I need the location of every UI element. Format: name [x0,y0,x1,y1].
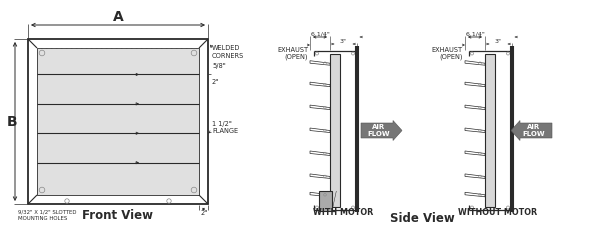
Text: EXHAUST
(OPEN): EXHAUST (OPEN) [432,47,463,60]
Bar [485,55,495,207]
Polygon shape [310,174,330,179]
Text: AIR
FLOW: AIR FLOW [523,123,545,136]
Polygon shape [465,106,485,110]
Text: Side View: Side View [390,211,455,224]
Polygon shape [465,128,485,133]
Bar [37,49,199,195]
Polygon shape [310,83,330,87]
Polygon shape [310,106,330,110]
Polygon shape [465,151,485,156]
Bar [330,55,340,207]
FancyArrow shape [361,121,402,141]
Text: B: B [7,115,17,129]
Text: WELDED
CORNERS: WELDED CORNERS [212,45,244,58]
Text: 2": 2" [212,79,219,85]
Text: 6 1/4": 6 1/4" [311,32,329,37]
Text: WITHOUT MOTOR: WITHOUT MOTOR [458,207,538,216]
Polygon shape [310,192,330,197]
Polygon shape [465,83,485,87]
Text: EXHAUST
(OPEN): EXHAUST (OPEN) [277,47,308,60]
Text: 3": 3" [495,39,502,44]
Bar [319,191,332,211]
Polygon shape [310,151,330,156]
Polygon shape [310,61,330,66]
Text: 1 1/2"
FLANGE: 1 1/2" FLANGE [212,120,238,134]
Text: AIR
FLOW: AIR FLOW [368,123,391,136]
Text: 9/32" X 1/2" SLOTTED
MOUNTING HOLES: 9/32" X 1/2" SLOTTED MOUNTING HOLES [18,209,77,220]
Text: 3": 3" [340,39,347,44]
Text: 5/8": 5/8" [212,63,226,69]
Polygon shape [465,192,485,197]
Text: 6 1/4": 6 1/4" [466,32,484,37]
FancyArrow shape [511,121,552,141]
Polygon shape [465,174,485,179]
Polygon shape [465,61,485,66]
Text: A: A [113,10,124,24]
Polygon shape [310,128,330,133]
Text: Front View: Front View [83,208,154,221]
Bar [28,40,208,204]
Text: WITH MOTOR: WITH MOTOR [313,207,373,216]
Text: 2": 2" [201,209,208,215]
